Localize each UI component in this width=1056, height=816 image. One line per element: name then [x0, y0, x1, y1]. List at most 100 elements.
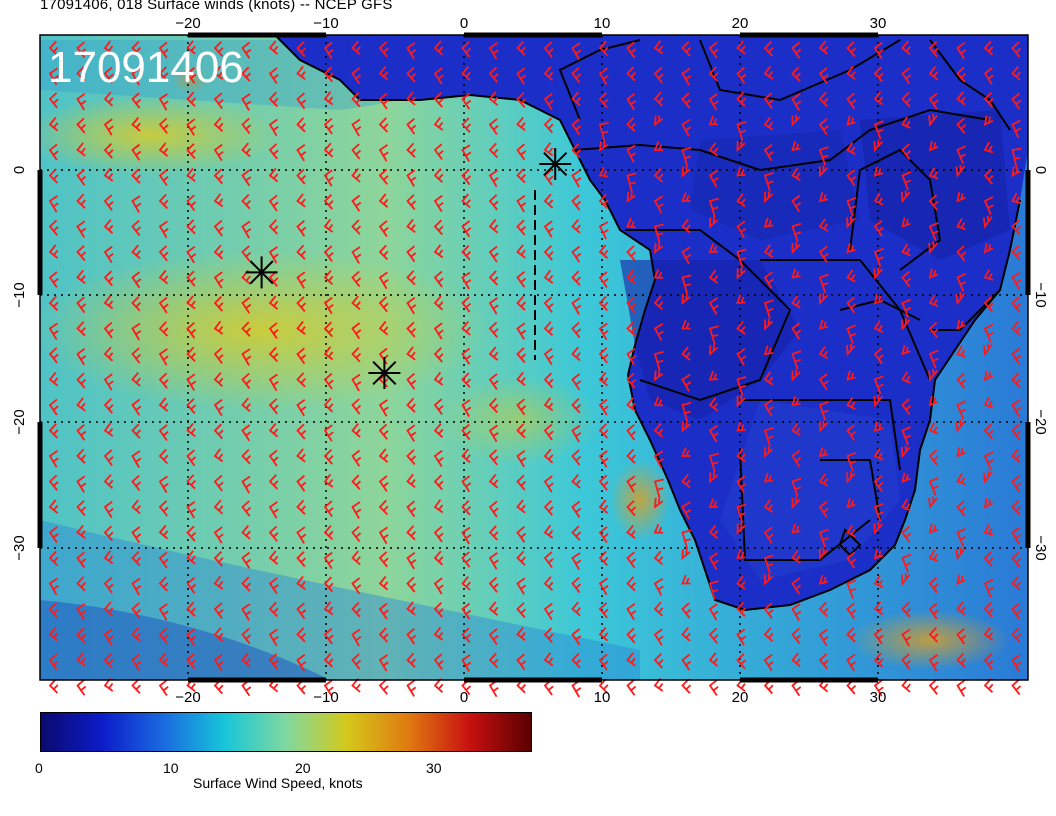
wind-barb	[983, 242, 994, 254]
wind-barb	[681, 473, 691, 489]
wind-barb	[571, 552, 582, 570]
wind-barb	[268, 628, 279, 647]
wind-barb	[791, 350, 802, 370]
wind-barb	[818, 447, 829, 458]
wind-barb	[928, 678, 939, 695]
wind-barb	[378, 220, 389, 238]
wind-barb	[76, 424, 87, 441]
wind-barb	[268, 322, 279, 340]
wind-barb	[131, 653, 142, 671]
wind-barb	[351, 678, 361, 693]
wind-barb	[103, 628, 114, 646]
wind-barb	[186, 373, 197, 391]
wind-barb	[406, 424, 417, 442]
wind-barb	[653, 242, 664, 254]
wind-barb	[158, 475, 169, 494]
wind-barb	[983, 551, 994, 568]
wind-barb	[433, 92, 444, 108]
wind-barb	[626, 448, 636, 464]
wind-barb	[928, 65, 939, 81]
wind-barb	[626, 475, 637, 493]
wind-barb	[791, 477, 802, 498]
wind-barb	[76, 576, 86, 592]
wind-barb	[268, 295, 279, 310]
wind-barb	[708, 580, 719, 600]
wind-barb	[351, 474, 362, 490]
wind-barb	[598, 474, 609, 491]
wind-barb	[76, 500, 87, 517]
wind-barb	[983, 296, 994, 313]
wind-barb	[186, 346, 196, 362]
wind-barb	[653, 601, 664, 617]
wind-barb	[213, 575, 224, 590]
wind-barb	[598, 221, 609, 240]
wind-barb	[901, 116, 911, 129]
storm-marker-icon	[368, 357, 401, 389]
wind-barb	[928, 602, 939, 620]
wind-barb	[708, 325, 719, 345]
wind-barb	[708, 452, 719, 473]
wind-barb	[186, 449, 197, 467]
wind-barb	[488, 552, 499, 570]
wind-barb	[901, 270, 912, 288]
wind-barb	[983, 451, 994, 470]
wind-barb	[653, 168, 664, 183]
lat-tick-label: 0	[11, 166, 28, 174]
wind-barb	[186, 167, 196, 183]
wind-barb	[48, 322, 59, 341]
wind-barb	[983, 524, 994, 536]
wind-barb	[873, 347, 884, 365]
wind-barb	[48, 168, 59, 184]
wind-barb	[571, 91, 581, 107]
wind-barb	[791, 577, 802, 595]
wind-barb	[296, 602, 307, 620]
wind-barb	[103, 245, 114, 264]
wind-barb	[241, 66, 252, 82]
wind-barb	[516, 194, 527, 213]
wind-barb	[653, 550, 664, 566]
wind-barb	[103, 525, 114, 542]
wind-barb	[598, 92, 609, 109]
wind-barb	[708, 197, 719, 218]
wind-barb	[681, 574, 691, 585]
wind-barb	[48, 219, 59, 236]
wind-barb	[653, 628, 664, 646]
wind-barb	[461, 551, 472, 568]
wind-barb	[323, 91, 334, 106]
wind-barb	[268, 550, 279, 565]
wind-barb	[48, 40, 59, 57]
wind-barb	[598, 526, 609, 544]
wind-barb	[351, 91, 362, 108]
wind-barb	[241, 117, 252, 135]
wind-barb	[653, 195, 664, 214]
wind-barb	[158, 397, 169, 412]
wind-barb	[626, 372, 637, 389]
wind-barb	[736, 523, 746, 535]
wind-barb	[791, 141, 801, 152]
wind-barb	[626, 679, 637, 696]
wind-barb	[241, 424, 252, 442]
wind-barb	[736, 628, 747, 646]
wind-barb	[846, 196, 857, 217]
wind-barb	[241, 41, 252, 59]
wind-barb	[433, 143, 444, 160]
wind-barb	[983, 269, 994, 281]
wind-barb	[48, 371, 59, 387]
wind-barb	[873, 475, 884, 492]
wind-barb	[433, 423, 444, 438]
wind-barb	[268, 219, 279, 235]
wind-barb	[681, 192, 691, 202]
wind-barb	[48, 143, 59, 161]
wind-barb	[955, 419, 966, 433]
wind-barb	[268, 346, 279, 363]
wind-barb	[626, 172, 637, 193]
wind-barb	[296, 575, 306, 591]
wind-barb	[323, 449, 334, 465]
wind-barb	[983, 141, 994, 154]
wind-barb	[76, 169, 87, 186]
lat-tick-label: −10	[1032, 282, 1049, 307]
wind-barb	[571, 118, 582, 136]
wind-barb	[598, 121, 609, 142]
wind-barb	[653, 115, 664, 127]
wind-barb	[158, 576, 169, 592]
